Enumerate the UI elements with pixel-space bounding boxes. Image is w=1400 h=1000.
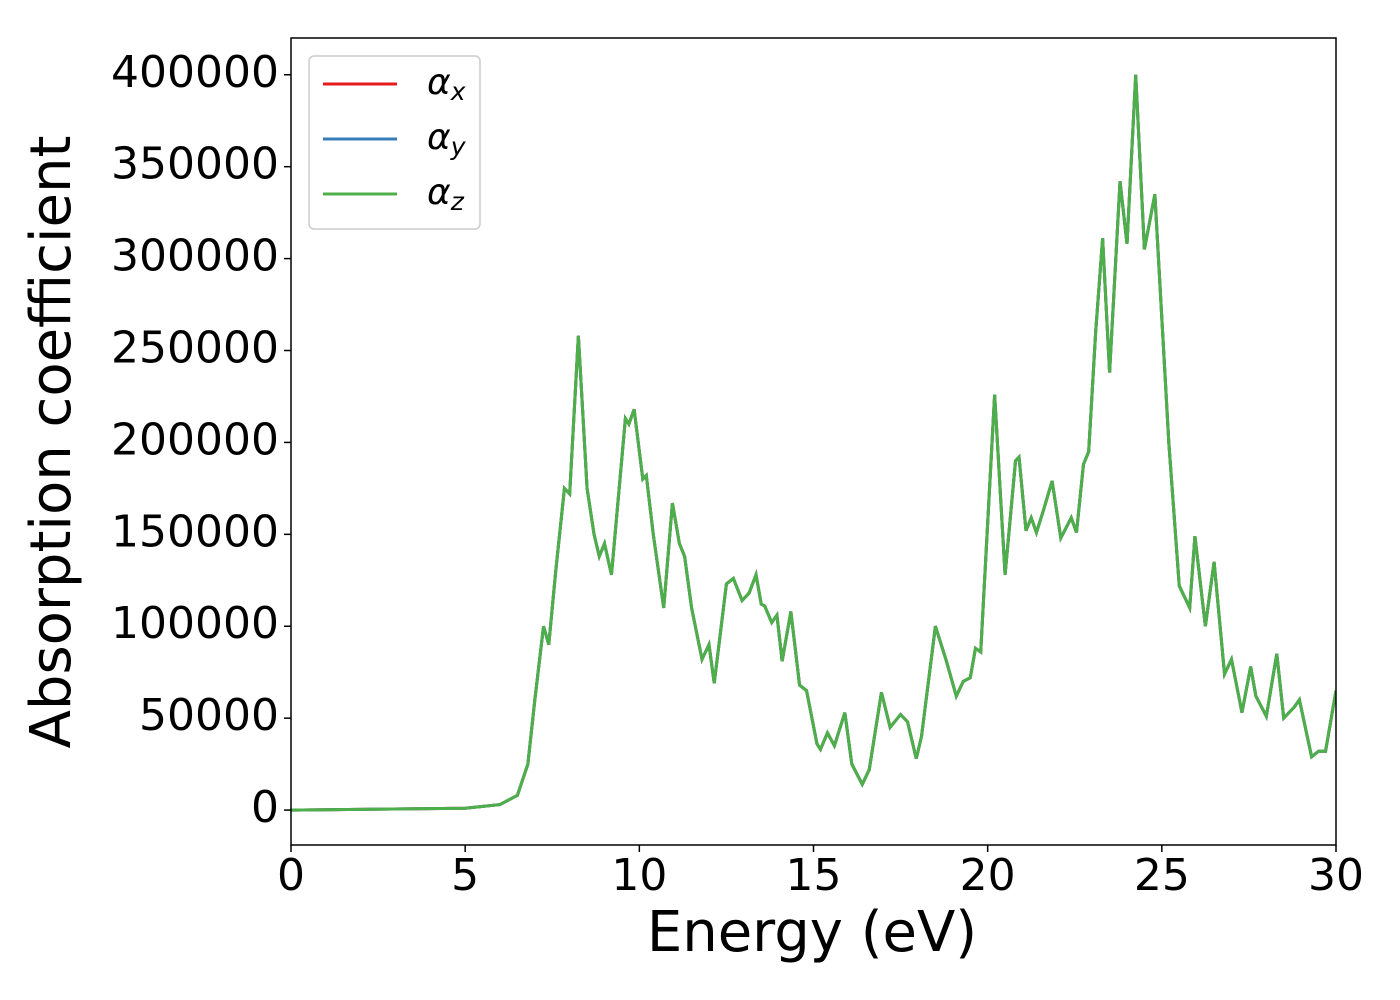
x-tick-label: 5 [451,850,479,901]
y-tick-label: 0 [251,782,279,833]
x-tick-label: 30 [1308,850,1364,901]
x-tick-label: 20 [960,850,1016,901]
x-tick-label: 15 [786,850,842,901]
y-tick-label: 50000 [139,690,279,741]
x-tick-label: 25 [1134,850,1190,901]
y-axis-label: Absorption coefficient [19,136,84,749]
y-tick-label: 350000 [111,139,279,190]
y-tick-label: 400000 [111,47,279,98]
x-axis-label: Energy (eV) [647,900,977,965]
y-tick-label: 150000 [111,506,279,557]
x-tick-label: 10 [611,850,667,901]
legend-box [308,55,481,230]
legend-label: αx [427,62,466,106]
y-tick-label: 300000 [111,231,279,282]
series-line [291,74,1336,812]
legend-label: αz [427,172,465,216]
legend-label: αy [427,117,467,161]
y-tick-label: 200000 [111,414,279,465]
y-tick-label: 250000 [111,323,279,374]
x-tick-label: 0 [277,850,305,901]
plot-frame [290,37,1337,846]
y-tick-label: 100000 [111,598,279,649]
